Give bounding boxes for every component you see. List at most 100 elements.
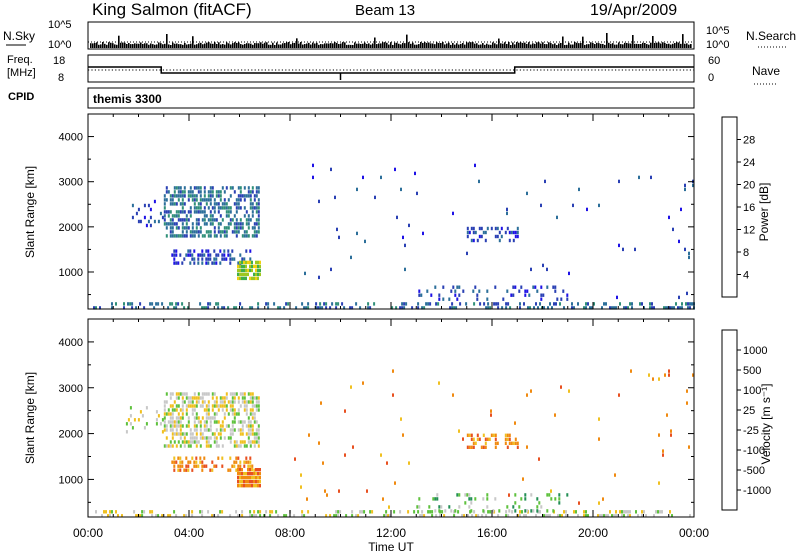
echo-cell: [179, 436, 182, 440]
echo-cell: [343, 306, 346, 310]
echo-cell: [257, 472, 259, 476]
echo-cell: [211, 218, 214, 222]
echo-cell: [585, 510, 587, 514]
echo-cell: [497, 306, 500, 310]
noise-bar: [410, 43, 412, 48]
echo-cell: [205, 464, 208, 468]
echo-cell: [169, 234, 172, 238]
echo-cell: [135, 306, 138, 310]
echo-cell: [247, 186, 250, 190]
echo-cell: [454, 509, 457, 513]
echo-cell: [179, 444, 182, 448]
echo-cell: [239, 432, 242, 436]
echo-cell: [195, 460, 198, 464]
echo-cell: [249, 264, 251, 269]
echo-cell: [193, 464, 196, 468]
echo-cell: [169, 230, 172, 234]
echo-cell: [519, 306, 521, 310]
echo-cell: [253, 198, 256, 202]
echo-cell: [565, 514, 567, 518]
echo-cell: [173, 253, 176, 257]
noise-bar: [508, 42, 510, 48]
echo-cell: [492, 433, 495, 437]
echo-cell: [530, 389, 532, 393]
echo-cell: [183, 436, 186, 440]
echo-cell: [231, 412, 234, 416]
echo-cell: [201, 198, 204, 202]
echo-cell: [510, 441, 513, 445]
echo-cell: [543, 306, 545, 310]
echo-cell: [263, 514, 266, 518]
echo-cell: [585, 302, 587, 306]
noise-bar: [328, 43, 330, 48]
noise-tick-top-right: 10^5: [706, 25, 730, 37]
echo-cell: [173, 464, 176, 468]
echo-cell: [201, 234, 204, 238]
echo-cell: [233, 257, 236, 261]
echo-cell: [197, 190, 200, 194]
echo-cell: [131, 203, 134, 208]
echo-cell: [167, 444, 170, 448]
echo-cell: [438, 509, 441, 513]
echo-cell: [225, 214, 228, 218]
echo-cell: [199, 230, 202, 234]
echo-cell: [183, 440, 186, 444]
echo-cell: [163, 412, 166, 416]
echo-cell: [517, 514, 519, 518]
echo-cell: [243, 472, 245, 476]
noise-bar: [146, 43, 148, 48]
echo-cell: [225, 202, 228, 206]
echo-cell: [179, 190, 182, 194]
noise-bar: [300, 42, 302, 48]
echo-cell: [177, 416, 180, 420]
echo-cell: [614, 473, 616, 477]
echo-cell: [243, 440, 246, 444]
echo-cell: [530, 493, 533, 497]
echo-cell: [187, 194, 190, 198]
echo-cell: [193, 202, 196, 206]
echo-cell: [219, 214, 222, 218]
echo-cell: [453, 514, 456, 518]
echo-cell: [223, 190, 226, 194]
echo-cell: [211, 416, 214, 420]
echo-cell: [417, 302, 420, 306]
noise-bar: [404, 43, 406, 48]
noise-bar: [160, 43, 162, 48]
echo-cell: [241, 428, 244, 432]
echo-cell: [547, 306, 549, 310]
echo-cell: [247, 476, 249, 480]
echo-cell: [233, 306, 236, 310]
echo-cell: [666, 413, 668, 417]
echo-cell: [603, 302, 605, 306]
echo-cell: [356, 231, 358, 236]
echo-cell: [249, 206, 252, 210]
echo-cell: [488, 437, 491, 441]
noise-bar: [132, 44, 134, 48]
noise-bar: [582, 36, 584, 48]
echo-cell: [201, 396, 204, 400]
echo-cell: [249, 464, 252, 468]
echo-cell: [586, 207, 588, 212]
echo-cell: [221, 306, 224, 310]
echo-cell: [670, 429, 672, 433]
echo-cell: [404, 267, 406, 272]
echo-cell: [257, 306, 260, 310]
echo-cell: [536, 505, 539, 509]
echo-cell: [508, 238, 511, 243]
echo-cell: [173, 420, 176, 424]
echo-cell: [367, 302, 370, 306]
echo-cell: [623, 514, 625, 518]
echo-cell: [185, 440, 188, 444]
echo-cell: [105, 510, 107, 514]
echo-cell: [380, 175, 382, 180]
echo-cell: [187, 198, 190, 202]
echo-cell: [458, 285, 461, 289]
echo-cell: [523, 514, 525, 518]
echo-cell: [470, 501, 473, 505]
echo-cell: [199, 206, 202, 210]
echo-cell: [629, 514, 631, 518]
echo-cell: [217, 230, 220, 234]
echo-cell: [181, 222, 184, 226]
echo-cell: [453, 510, 456, 514]
echo-cell: [672, 227, 674, 232]
